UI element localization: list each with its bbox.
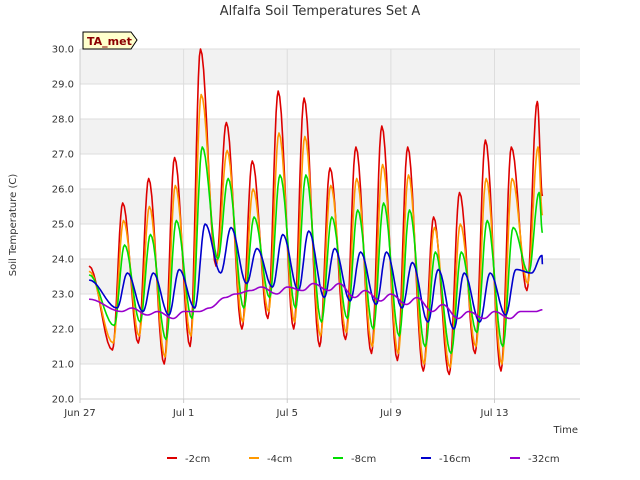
chart-title: Alfalfa Soil Temperatures Set A bbox=[220, 4, 421, 19]
legend-label: -16cm bbox=[439, 454, 471, 465]
series-line-32cmcm bbox=[89, 282, 543, 320]
y-tick-label: 23.0 bbox=[52, 290, 74, 301]
legend: -2cm -4cm -8cm -16cm -32cm bbox=[167, 454, 560, 465]
grid-band bbox=[80, 189, 580, 224]
legend-label: -4cm bbox=[267, 454, 292, 465]
x-tick-label: Jul 13 bbox=[480, 408, 509, 419]
x-axis-label: Time bbox=[553, 425, 578, 436]
legend-item: -8cm bbox=[333, 454, 376, 465]
y-tick-label: 30.0 bbox=[52, 45, 74, 56]
series-line-8cmcm bbox=[88, 146, 544, 355]
y-axis-label: Soil Temperature (C) bbox=[8, 174, 19, 277]
x-tick-label: Jul 1 bbox=[172, 408, 195, 419]
series-layer bbox=[88, 48, 544, 376]
y-tick-label: 25.0 bbox=[52, 220, 74, 231]
series-line-4cmcm bbox=[88, 93, 544, 369]
x-tick-label: Jul 9 bbox=[379, 408, 402, 419]
y-tick-labels: 20.0 21.0 22.0 23.0 24.0 25.0 26.0 27.0 28.0 29.0… bbox=[52, 45, 74, 406]
axes bbox=[79, 49, 580, 400]
legend-item: -2cm bbox=[167, 454, 210, 465]
grid-band bbox=[80, 49, 580, 84]
y-tick-label: 28.0 bbox=[52, 115, 74, 126]
legend-item: -16cm bbox=[421, 454, 471, 465]
y-tick-label: 22.0 bbox=[52, 325, 74, 336]
legend-label: -2cm bbox=[185, 454, 210, 465]
legend-label: -8cm bbox=[351, 454, 376, 465]
met-badge: TA_met bbox=[82, 31, 138, 50]
y-tick-label: 27.0 bbox=[52, 150, 74, 161]
grid-band bbox=[80, 119, 580, 154]
y-tick-label: 24.0 bbox=[52, 255, 74, 266]
x-tick-labels: Jun 27 Jul 1 Jul 5 Jul 9 Jul 13 bbox=[63, 399, 508, 419]
legend-label: -32cm bbox=[528, 454, 560, 465]
met-badge-label: TA_met bbox=[87, 35, 132, 48]
y-tick-label: 20.0 bbox=[52, 395, 74, 406]
x-tick-label: Jun 27 bbox=[63, 408, 96, 419]
y-tick-label: 21.0 bbox=[52, 360, 74, 371]
y-tick-label: 29.0 bbox=[52, 80, 74, 91]
legend-item: -32cm bbox=[510, 454, 560, 465]
y-tick-label: 26.0 bbox=[52, 185, 74, 196]
legend-item: -4cm bbox=[249, 454, 292, 465]
x-tick-label: Jul 5 bbox=[275, 408, 298, 419]
